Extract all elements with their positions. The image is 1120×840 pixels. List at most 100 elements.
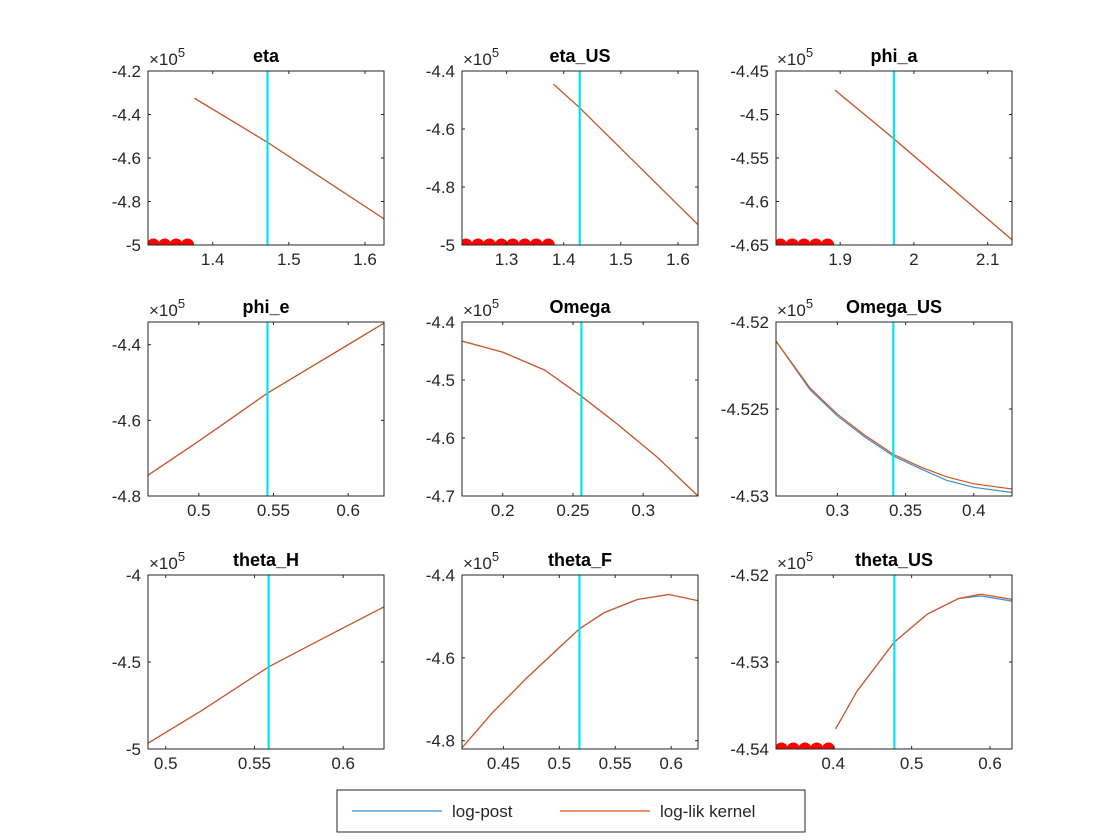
y-tick-label: -4.4 (112, 106, 141, 125)
exponent-power: 5 (806, 296, 813, 311)
x-tick-label: 0.4 (962, 501, 986, 520)
exponent-label: ×105 (463, 296, 499, 320)
x-tick-label: 0.55 (257, 501, 290, 520)
x-tick-label: 0.45 (487, 754, 520, 773)
x-tick-label: 0.55 (238, 754, 271, 773)
x-tick-label: 1.3 (495, 250, 519, 269)
plot-area (148, 575, 384, 749)
data-marker (462, 238, 473, 245)
data-marker (169, 238, 183, 245)
data-marker (810, 742, 824, 749)
subplot-title: eta_US (549, 46, 610, 66)
x-tick-label: 0.4 (821, 754, 845, 773)
exponent-label: ×105 (149, 296, 185, 320)
subplot-eta-us: 1.3 1.4 1.5 1.6 -5 -4.8 -4.6 -4.4 ×105 eta_US (426, 45, 699, 269)
x-tick-label: 0.6 (331, 754, 355, 773)
subplot-omega: 0.2 0.25 0.3 -4.7 -4.6 -4.5 -4.4 ×105 Omega (426, 296, 699, 520)
y-tick-label: -4.53 (730, 487, 769, 506)
y-tick-label: -4.8 (426, 732, 455, 751)
y-tick-label: -4.5 (112, 653, 141, 672)
exponent-label: ×105 (777, 549, 813, 573)
exponent-label: ×105 (777, 45, 813, 69)
exponent-power: 5 (806, 549, 813, 564)
data-marker (529, 238, 543, 245)
y-tick-label: -4.6 (740, 193, 769, 212)
x-tick-label: 0.6 (659, 754, 683, 773)
y-tick-label: -4.45 (730, 62, 769, 81)
y-tick-label: -4 (126, 566, 141, 585)
data-marker (786, 742, 800, 749)
data-marker (798, 742, 812, 749)
exponent-power: 5 (492, 45, 499, 60)
y-tick-label: -4.4 (426, 313, 455, 332)
data-marker (809, 238, 823, 245)
exponent-power: 5 (178, 45, 185, 60)
x-tick-label: 0.25 (556, 501, 589, 520)
data-marker (494, 238, 508, 245)
legend: log-post log-lik kernel (336, 789, 806, 833)
subplot-omega-us: 0.3 0.35 0.4 -4.53 -4.525 -4.52 ×105 Omega_US (721, 296, 1013, 520)
x-tick-label: 1.6 (666, 250, 690, 269)
y-tick-label: -5 (440, 236, 455, 255)
y-tick-label: -4.53 (730, 653, 769, 672)
axes-box (461, 321, 699, 497)
y-tick-label: -4.6 (426, 649, 455, 668)
plot-content (462, 322, 698, 496)
exponent-label: ×105 (463, 45, 499, 69)
plot-area (148, 71, 384, 245)
x-tick-label: 0.35 (889, 501, 922, 520)
axes-box (147, 321, 385, 497)
subplot-phi-e: 0.5 0.55 0.6 -4.8 -4.6 -4.4 ×105 phi_e (112, 296, 385, 520)
x-tick-label: 0.55 (599, 754, 632, 773)
subplot-grid: 1.4 1.5 1.6 -5 -4.8 -4.6 -4.4 -4.2 ×105 eta 1.3 1.4… (112, 45, 1013, 773)
subplot-title: theta_US (855, 550, 933, 570)
x-tick-label: 0.3 (631, 501, 655, 520)
y-tick-label: -5 (126, 740, 141, 759)
data-marker (148, 238, 160, 245)
exponent-label: ×105 (149, 549, 185, 573)
subplot-title: Omega_US (846, 297, 942, 317)
axes-box (461, 574, 699, 750)
plot-content (776, 322, 1012, 496)
subplot-theta-h: 0.5 0.55 0.6 -5 -4.5 -4 ×105 theta_H (112, 549, 385, 773)
plot-content (462, 575, 698, 749)
series-line-log-lik-kernel (835, 593, 1012, 730)
y-tick-label: -4.6 (426, 120, 455, 139)
legend-label-log-post: log-post (452, 802, 513, 821)
plot-content (148, 71, 384, 245)
data-marker (158, 238, 172, 245)
y-tick-label: -4.525 (721, 400, 769, 419)
data-marker (181, 238, 195, 245)
subplot-title: theta_H (233, 550, 299, 570)
exponent-power: 5 (178, 549, 185, 564)
exponent-label: ×105 (149, 45, 185, 69)
exponent-power: 5 (178, 296, 185, 311)
subplot-title: theta_F (548, 550, 612, 570)
x-tick-label: 1.4 (552, 250, 576, 269)
x-tick-label: 0.5 (187, 501, 211, 520)
exponent-label: ×105 (463, 549, 499, 573)
y-tick-label: -4.55 (730, 149, 769, 168)
y-tick-label: -4.6 (112, 411, 141, 430)
data-marker (797, 238, 811, 245)
subplot-title: phi_a (870, 46, 918, 66)
subplot-phi-a: 1.9 2 2.1 -4.65 -4.6 -4.55 -4.5 -4.45 ×105 phi_a (730, 45, 1013, 269)
x-tick-label: 0.5 (547, 754, 571, 773)
y-tick-label: -5 (126, 236, 141, 255)
y-tick-label: -4.5 (740, 106, 769, 125)
y-tick-label: -4.7 (426, 487, 455, 506)
plot-content (776, 575, 1012, 749)
x-tick-label: 0.3 (826, 501, 850, 520)
data-marker (482, 238, 496, 245)
y-tick-label: -4.65 (730, 236, 769, 255)
data-marker (821, 238, 835, 245)
y-tick-label: -4.52 (730, 313, 769, 332)
data-marker (776, 742, 788, 749)
y-tick-label: -4.6 (426, 429, 455, 448)
y-tick-label: -4.6 (112, 149, 141, 168)
y-tick-label: -4.52 (730, 566, 769, 585)
subplot-theta-f: 0.45 0.5 0.55 0.6 -4.8 -4.6 -4.4 ×105 theta_F (426, 549, 699, 773)
x-tick-label: 1.9 (828, 250, 852, 269)
x-tick-label: 1.4 (201, 250, 225, 269)
